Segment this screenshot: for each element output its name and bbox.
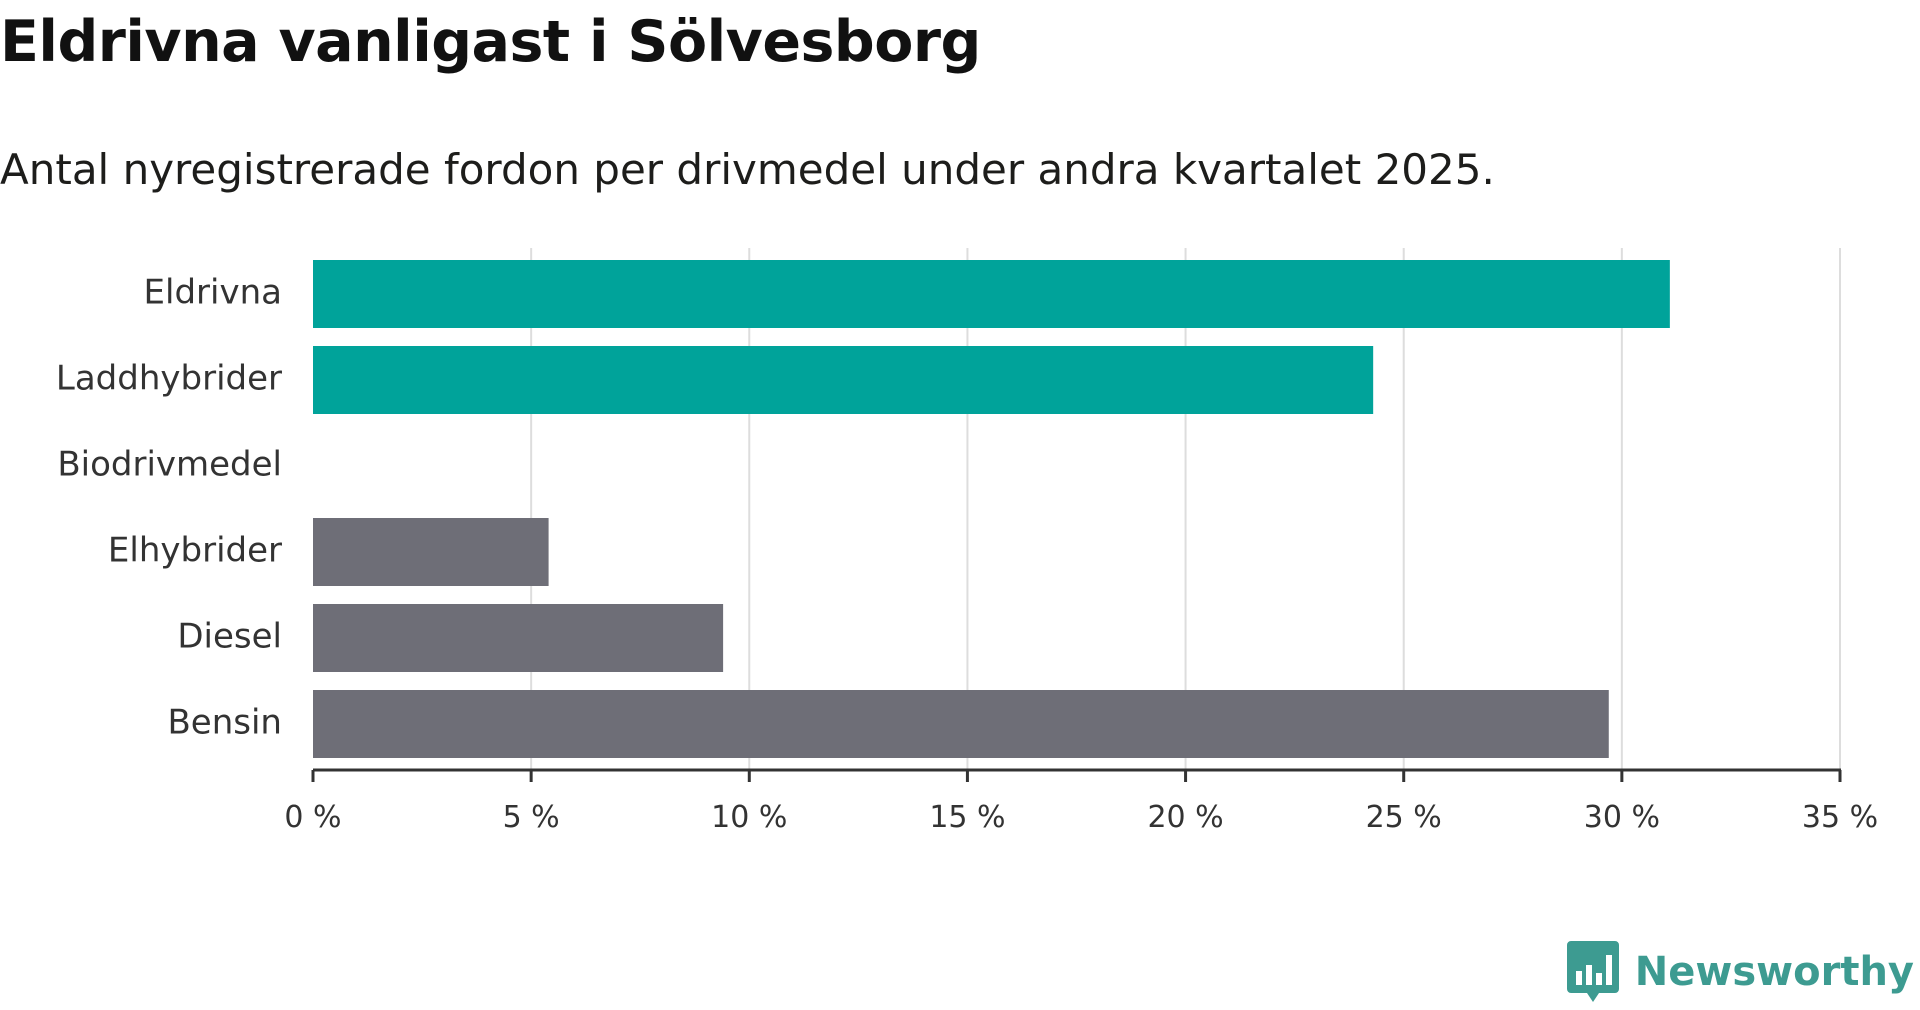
brand-logo: Newsworthy [1566, 934, 1914, 1010]
bar-bensin [313, 690, 1609, 758]
chart-title: Eldrivna vanligast i Sölvesborg [0, 9, 981, 75]
bar-diesel [313, 604, 724, 672]
x-tick-label: 10 % [711, 800, 787, 835]
bar-eldrivna [313, 260, 1670, 328]
x-axis: 0 % 5 % 10 % 15 % 20 % 25 % 30 % 35 % [284, 768, 1878, 835]
category-label: Bensin [167, 703, 282, 743]
x-tick-label: 0 % [284, 800, 341, 835]
category-label: Diesel [177, 617, 282, 657]
x-tick-label: 15 % [929, 800, 1005, 835]
chart-subtitle: Antal nyregistrerade fordon per drivmede… [0, 145, 1495, 194]
x-tick-label: 20 % [1147, 800, 1223, 835]
category-label: Elhybrider [108, 531, 282, 571]
category-label: Biodrivmedel [57, 445, 282, 485]
x-tick-label: 30 % [1584, 800, 1660, 835]
x-tick-label: 5 % [503, 800, 560, 835]
brand-name: Newsworthy [1634, 949, 1914, 995]
bar-chart-speech-bubble-icon [1566, 941, 1619, 1002]
category-label: Laddhybrider [56, 359, 282, 399]
category-labels: Eldrivna Laddhybrider Biodrivmedel Elhybrid… [56, 273, 282, 743]
bar-laddhybrider [313, 346, 1374, 414]
bars [313, 260, 1670, 758]
gridlines [530, 248, 1841, 770]
bar-elhybrider [313, 518, 549, 586]
category-label: Eldrivna [144, 273, 282, 313]
x-tick-label: 25 % [1366, 800, 1442, 835]
x-tick-label: 35 % [1802, 800, 1878, 835]
